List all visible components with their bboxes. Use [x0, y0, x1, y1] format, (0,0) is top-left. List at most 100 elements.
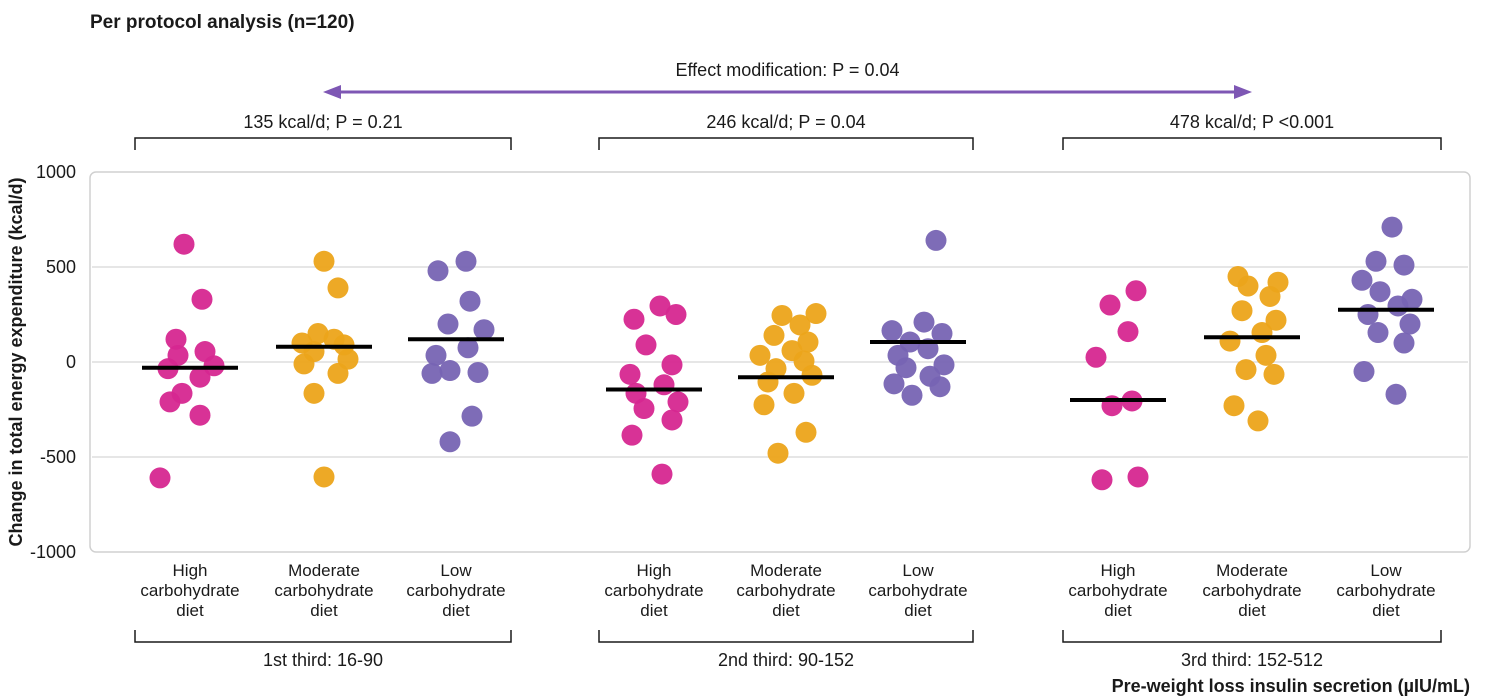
data-point — [636, 334, 657, 355]
data-point — [1400, 314, 1421, 335]
data-point — [440, 431, 461, 452]
data-point — [1128, 466, 1149, 487]
data-point — [172, 383, 193, 404]
data-point — [1256, 345, 1277, 366]
data-point — [1366, 251, 1387, 272]
data-point — [1092, 469, 1113, 490]
group-third-label: 1st third: 16-90 — [263, 650, 383, 670]
diet-label: Lowcarbohydratediet — [406, 561, 505, 620]
data-point — [784, 383, 805, 404]
data-point — [1086, 347, 1107, 368]
diet-label: Lowcarbohydratediet — [868, 561, 967, 620]
data-point — [468, 362, 489, 383]
data-point — [764, 325, 785, 346]
data-point — [1126, 280, 1147, 301]
group-bottom-bracket: 1st third: 16-90 — [135, 630, 511, 670]
data-point — [456, 251, 477, 272]
data-point — [1402, 289, 1423, 310]
data-point — [1248, 410, 1269, 431]
data-point — [150, 467, 171, 488]
group-bottom-bracket: 3rd third: 152-512 — [1063, 630, 1441, 670]
data-point — [1266, 310, 1287, 331]
data-point — [438, 314, 459, 335]
data-point — [1352, 270, 1373, 291]
data-point — [328, 277, 349, 298]
data-point — [1394, 333, 1415, 354]
group-top-bracket: 135 kcal/d; P = 0.21 — [135, 112, 511, 150]
data-point — [1220, 331, 1241, 352]
data-point — [460, 291, 481, 312]
data-point — [308, 323, 329, 344]
data-point — [622, 425, 643, 446]
y-tick-label: 0 — [66, 352, 76, 372]
data-point — [620, 364, 641, 385]
diet-label: Moderatecarbohydratediet — [736, 561, 835, 620]
group-top-bracket: 246 kcal/d; P = 0.04 — [599, 112, 973, 150]
data-point — [304, 383, 325, 404]
group-stat-label: 246 kcal/d; P = 0.04 — [706, 112, 865, 132]
group-stat-label: 135 kcal/d; P = 0.21 — [243, 112, 402, 132]
data-point — [1354, 361, 1375, 382]
effect-mod-annotation: Effect modification: P = 0.04 — [323, 60, 1252, 99]
data-point — [1236, 359, 1257, 380]
data-point — [195, 341, 216, 362]
data-point — [926, 230, 947, 251]
diet-label: Moderatecarbohydratediet — [1202, 561, 1301, 620]
data-point — [902, 385, 923, 406]
data-point — [474, 319, 495, 340]
diet-label: Lowcarbohydratediet — [1336, 561, 1435, 620]
y-tick-label: 1000 — [36, 162, 76, 182]
data-point — [1382, 217, 1403, 238]
data-point — [1224, 395, 1245, 416]
effect-mod-label: Effect modification: P = 0.04 — [676, 60, 900, 80]
data-point — [626, 383, 647, 404]
data-point — [806, 303, 827, 324]
data-point — [314, 466, 335, 487]
y-tick-label: -1000 — [30, 542, 76, 562]
data-point — [650, 295, 671, 316]
diet-label: Highcarbohydratediet — [604, 561, 703, 620]
data-point — [914, 312, 935, 333]
data-point — [422, 363, 443, 384]
data-point — [1228, 266, 1249, 287]
data-point — [754, 394, 775, 415]
data-point — [314, 251, 335, 272]
data-point — [768, 443, 789, 464]
data-point — [190, 405, 211, 426]
data-point — [654, 374, 675, 395]
data-point — [166, 329, 187, 350]
data-point — [1358, 304, 1379, 325]
data-point — [426, 345, 447, 366]
diet-label: Moderatecarbohydratediet — [274, 561, 373, 620]
data-point — [652, 464, 673, 485]
group-stat-label: 478 kcal/d; P <0.001 — [1170, 112, 1334, 132]
data-point — [668, 391, 689, 412]
y-axis-label: Change in total energy expenditure (kcal… — [6, 177, 26, 546]
data-point — [662, 409, 683, 430]
y-tick-label: -500 — [40, 447, 76, 467]
data-point — [796, 422, 817, 443]
data-point — [462, 406, 483, 427]
data-point — [624, 309, 645, 330]
data-point — [934, 354, 955, 375]
group-third-label: 2nd third: 90-152 — [718, 650, 854, 670]
data-point — [772, 305, 793, 326]
data-point — [1232, 300, 1253, 321]
data-point — [1118, 321, 1139, 342]
data-point — [1100, 295, 1121, 316]
data-point — [1368, 322, 1389, 343]
x-axis-label: Pre-weight loss insulin secretion (µIU/m… — [1112, 676, 1470, 696]
chart-title: Per protocol analysis (n=120) — [90, 12, 355, 33]
scatter-chart: Per protocol analysis (n=120) Effect modi… — [0, 0, 1497, 697]
diet-label: Highcarbohydratediet — [140, 561, 239, 620]
data-point — [1386, 384, 1407, 405]
data-point — [1264, 364, 1285, 385]
data-point — [882, 320, 903, 341]
y-tick-label: 500 — [46, 257, 76, 277]
data-point — [1370, 281, 1391, 302]
data-point — [192, 289, 213, 310]
data-point — [428, 260, 449, 281]
data-point — [1394, 255, 1415, 276]
data-point — [174, 234, 195, 255]
group-bottom-bracket: 2nd third: 90-152 — [599, 630, 973, 670]
